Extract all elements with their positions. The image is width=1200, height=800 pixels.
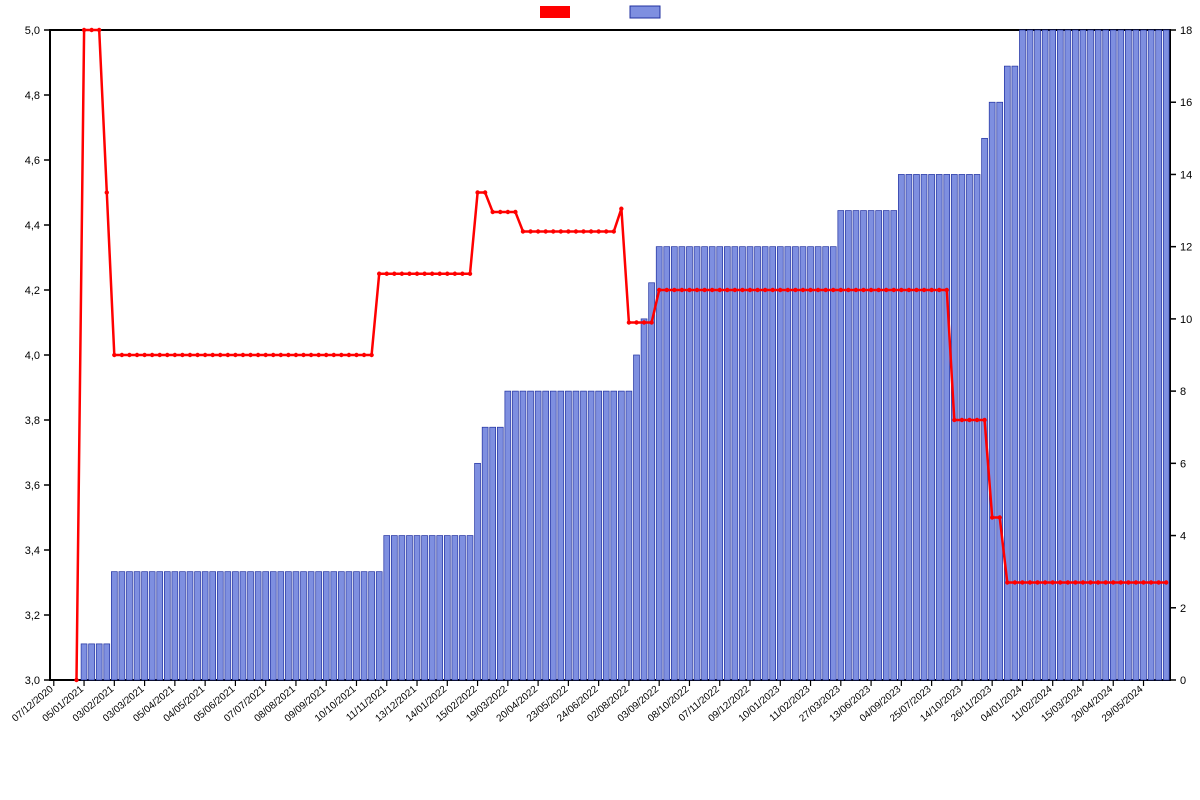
svg-text:0: 0 — [1180, 675, 1186, 687]
svg-text:3,2: 3,2 — [25, 610, 40, 622]
svg-text:3,4: 3,4 — [25, 545, 40, 557]
svg-text:6: 6 — [1180, 458, 1186, 470]
svg-text:4,4: 4,4 — [25, 220, 40, 232]
svg-text:4,2: 4,2 — [25, 285, 40, 297]
svg-text:18: 18 — [1180, 25, 1192, 37]
svg-text:12: 12 — [1180, 242, 1192, 254]
svg-text:5,0: 5,0 — [25, 25, 40, 37]
svg-text:4,6: 4,6 — [25, 155, 40, 167]
svg-text:14: 14 — [1180, 169, 1192, 181]
svg-text:4,0: 4,0 — [25, 350, 40, 362]
svg-text:3,0: 3,0 — [25, 675, 40, 687]
svg-text:4,8: 4,8 — [25, 90, 40, 102]
svg-text:16: 16 — [1180, 97, 1192, 109]
svg-text:10: 10 — [1180, 314, 1192, 326]
svg-text:3,8: 3,8 — [25, 415, 40, 427]
svg-text:8: 8 — [1180, 386, 1186, 398]
chart-svg: 3,0 3,2 3,4 3,6 3,8 4,0 4,2 4,4 4,6 4,8 5,0 0 2 4 6 8 10… — [0, 0, 1200, 800]
svg-text:2: 2 — [1180, 603, 1186, 615]
svg-text:3,6: 3,6 — [25, 480, 40, 492]
dual-axis-chart: 3,0 3,2 3,4 3,6 3,8 4,0 4,2 4,4 4,6 4,8 5,0 0 2 4 6 8 10… — [0, 0, 1200, 800]
svg-text:4: 4 — [1180, 531, 1186, 543]
